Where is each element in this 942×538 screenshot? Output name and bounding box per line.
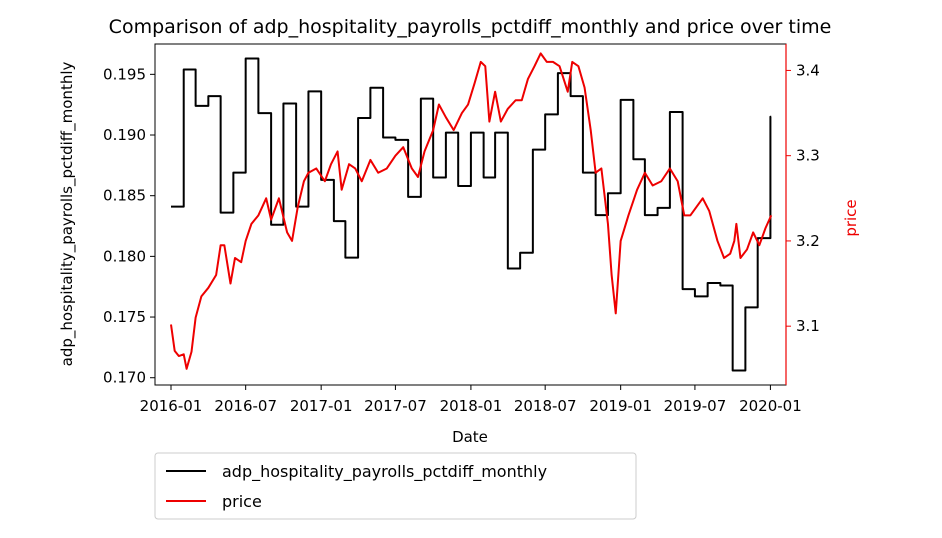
x-tick-label: 2017-01	[290, 397, 353, 415]
x-tick-label: 2016-07	[214, 397, 277, 415]
x-tick-label: 2019-01	[589, 397, 652, 415]
legend-label-price: price	[222, 492, 262, 511]
series-line-price	[170, 52, 773, 370]
x-axis: 2016-01 2016-07 2017-01 2017-07 2018-01 2018-…	[140, 385, 802, 415]
x-tick-label: 2019-07	[664, 397, 727, 415]
legend: adp_hospitality_payrolls_pctdiff_monthly…	[154, 452, 637, 520]
y-left-tick-label: 0.195	[103, 65, 146, 83]
y-right-tick-label: 3.3	[796, 147, 820, 165]
y-left-tick-label: 0.175	[103, 308, 146, 326]
y-axis-right-label: price	[842, 199, 860, 236]
y-left-tick-label: 0.180	[103, 247, 146, 265]
x-axis-label: Date	[452, 428, 488, 446]
x-tick-label: 2020-01	[739, 397, 802, 415]
y-right-tick-label: 3.2	[796, 232, 820, 250]
x-tick-label: 2017-07	[364, 397, 427, 415]
series-line-adp	[171, 57, 772, 372]
legend-box	[154, 452, 637, 520]
y-axis-left: 0.170 0.175 0.180 0.185 0.190 0.195	[103, 65, 155, 387]
x-tick-label: 2018-01	[440, 397, 503, 415]
chart-title: Comparison of adp_hospitality_payrolls_p…	[109, 16, 832, 38]
y-left-tick-label: 0.170	[103, 369, 146, 387]
y-axis-left-label: adp_hospitality_payrolls_pctdiff_monthly	[58, 62, 77, 367]
legend-label-adp: adp_hospitality_payrolls_pctdiff_monthly	[222, 462, 547, 482]
y-right-tick-label: 3.4	[796, 61, 820, 79]
y-axis-right: 3.1 3.2 3.3 3.4	[785, 44, 820, 385]
y-left-tick-label: 0.185	[103, 187, 146, 205]
y-right-tick-label: 3.1	[796, 317, 820, 335]
y-left-tick-label: 0.190	[103, 126, 146, 144]
x-tick-label: 2018-07	[514, 397, 577, 415]
series-layer	[170, 52, 773, 372]
x-tick-label: 2016-01	[140, 397, 203, 415]
